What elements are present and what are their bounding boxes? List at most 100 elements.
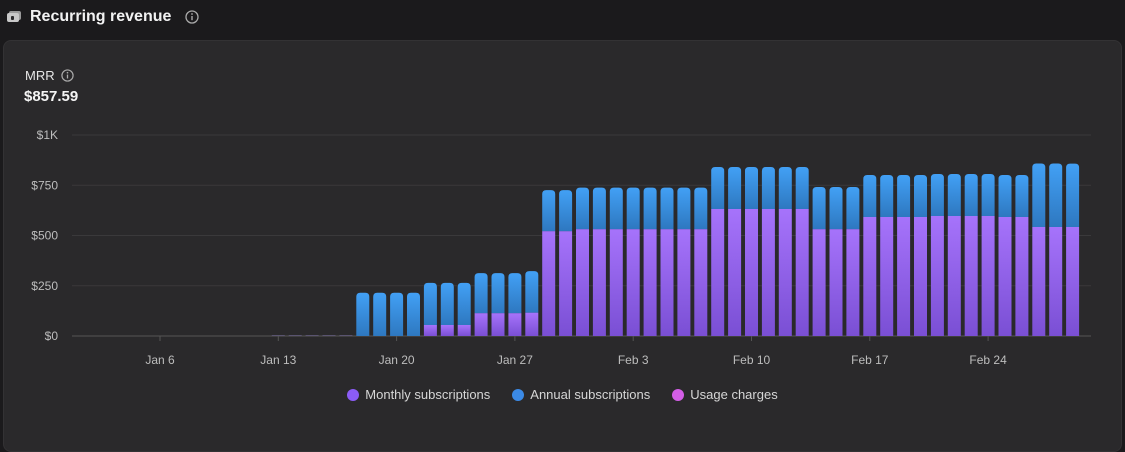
bar-annual [474,273,488,314]
bar-annual [863,174,877,218]
bar-monthly [897,217,911,336]
bar-annual [542,190,556,232]
legend-label: Usage charges [690,387,778,402]
bar-annual [728,166,742,209]
bar-annual [373,292,387,336]
bar-monthly [576,229,589,336]
bar-monthly [947,216,961,336]
bar-monthly [660,229,674,336]
bar-monthly [981,216,995,336]
bar-annual [609,187,623,230]
bar-annual [711,166,725,209]
bar-monthly [457,324,471,336]
bar-monthly [339,335,353,336]
bar-monthly [592,229,606,336]
y-tick-label: $750 [31,178,58,192]
bar-annual [846,187,860,230]
bar-annual [778,166,792,209]
chart-legend: Monthly subscriptions Annual subscriptio… [4,387,1121,402]
bar-annual [947,173,961,217]
section-title: Recurring revenue [30,8,172,25]
bar-monthly [930,216,944,336]
y-tick-label: $500 [31,229,58,243]
wallet-icon [7,11,21,22]
recurring-revenue-card: MRR $857.59 $0 $250 $500 $750 $1K Jan 6 Jan 13… [3,40,1122,452]
bar-annual [491,273,505,314]
info-icon[interactable] [185,10,200,24]
bar-monthly [964,216,978,336]
x-tick-label: Feb 17 [851,353,889,367]
bar-monthly [677,229,691,336]
y-tick-label: $1K [37,128,58,142]
bar-monthly [694,229,708,336]
legend-item-usage[interactable]: Usage charges [672,387,778,402]
bar-annual [626,187,640,230]
bar-monthly [508,313,522,336]
bar-annual [914,174,927,218]
x-tick-label: Jan 27 [497,353,533,367]
x-tick-label: Feb 3 [618,353,649,367]
bar-monthly [711,208,725,336]
legend-item-annual[interactable]: Annual subscriptions [512,387,650,402]
bar-monthly [542,231,556,336]
bar-monthly [423,324,437,336]
bar-monthly [1032,227,1046,336]
bar-monthly [914,217,927,336]
bar-monthly [440,324,454,336]
bar-monthly [795,208,809,336]
bar-monthly [559,231,573,336]
y-tick-label: $250 [31,279,58,293]
bar-annual [745,166,758,209]
bar-annual [525,271,539,313]
info-icon[interactable] [60,69,74,82]
legend-label: Annual subscriptions [530,387,651,402]
bar-annual [930,173,944,217]
bar-monthly [1015,217,1029,336]
mrr-value: $857.59 [24,88,79,105]
bar-monthly [491,313,505,336]
bar-monthly [829,229,843,336]
bar-annual [981,173,995,217]
x-tick-label: Jan 6 [145,353,175,367]
mrr-label: MRR [25,68,74,83]
legend-dot [672,388,685,401]
bar-annual [829,187,843,230]
legend-item-monthly[interactable]: Monthly subscriptions [347,387,490,402]
bar-annual [440,282,454,325]
bar-annual [407,292,420,336]
bar-monthly [863,217,877,336]
bar-annual [998,174,1012,218]
bar-monthly [525,312,539,336]
section-header: Recurring revenue [6,5,200,29]
bar-annual [1049,163,1063,228]
bar-annual [795,166,809,209]
bar-monthly [880,217,894,336]
bar-monthly [271,335,285,336]
bar-annual [1015,174,1029,218]
revenue-bar-chart: $0 $250 $500 $750 $1K Jan 6 Jan 13 Jan 20 Jan 27… [31,128,1091,367]
bar-annual [677,187,691,230]
mrr-label-text: MRR [25,68,55,83]
bar-monthly [474,313,488,336]
bar-annual [508,273,522,314]
legend-dot [512,388,525,401]
bar-annual [812,187,826,230]
bar-annual [880,174,894,218]
bar-annual [576,187,589,230]
bar-annual [559,190,573,232]
bar-monthly [998,217,1012,336]
legend-label: Monthly subscriptions [365,387,491,402]
y-tick-label: $0 [45,329,59,343]
x-tick-label: Feb 10 [733,353,771,367]
bar-annual [356,292,370,336]
bar-annual [897,174,911,218]
bar-monthly [1049,227,1063,336]
bar-monthly [778,208,792,336]
bar-monthly [812,229,826,336]
bar-annual [694,187,708,230]
bar-monthly [288,335,302,336]
bar-annual [390,292,404,336]
x-tick-label: Jan 13 [260,353,296,367]
bar-annual [457,282,471,325]
bar-monthly [643,229,657,336]
